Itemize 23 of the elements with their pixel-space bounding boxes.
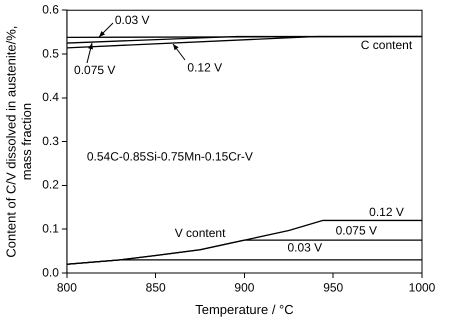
y-tick-label: 0.4 — [42, 90, 60, 104]
annotation: C content — [360, 38, 413, 52]
y-tick-label: 0.6 — [42, 2, 60, 17]
annotation: 0.03 V — [114, 13, 150, 28]
annotation: 0.075 V — [74, 62, 116, 77]
y-tick-label: 0.1 — [42, 222, 60, 236]
annotation: 0.075 V — [336, 223, 377, 238]
y-tick-label: 0.3 — [42, 134, 60, 148]
annotation: V content — [174, 226, 226, 240]
x-tick-label: 950 — [323, 280, 344, 295]
y-axis-title: Content of C/V dissolved in austenite/%, mass fraction — [3, 26, 34, 258]
x-tick-label: 900 — [234, 280, 255, 295]
x-tick-label: 1000 — [408, 280, 436, 295]
annotation: 0.03 V — [287, 240, 322, 254]
x-tick-label: 850 — [146, 280, 166, 295]
x-tick-label: 800 — [56, 280, 78, 295]
y-tick-label: 0.5 — [42, 46, 60, 60]
annotation: 0.12 V — [187, 60, 222, 75]
y-tick-label: 0.0 — [42, 265, 60, 280]
annotation: 0.12 V — [369, 204, 404, 219]
x-axis-title: Temperature / °C — [195, 302, 294, 317]
annotation: 0.54C-0.85Si-0.75Mn-0.15Cr-V — [86, 150, 253, 164]
y-tick-label: 0.2 — [42, 178, 60, 192]
